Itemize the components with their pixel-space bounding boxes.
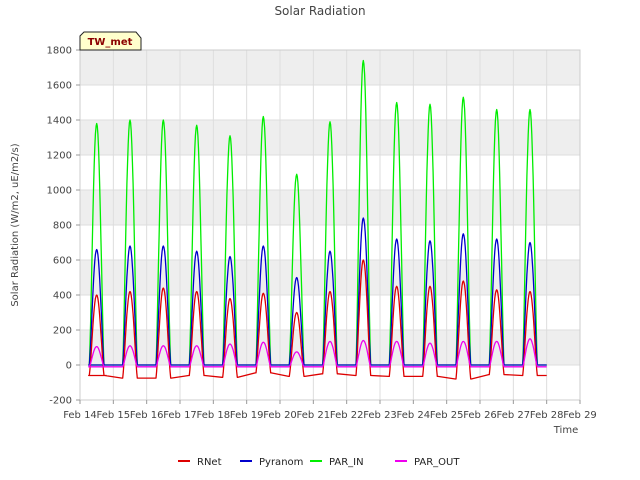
y-tick-label: 200 (53, 326, 72, 337)
x-tick-label: Feb 26 (463, 410, 497, 421)
y-axis-title: Solar Radiation (W/m2, uE/m2/s) (10, 143, 21, 306)
x-tick-label: Feb 29 (563, 410, 597, 421)
series-line-pyranom (88, 217, 547, 366)
x-tick-label: Feb 18 (197, 410, 231, 421)
legend-item-pyranom: Pyranom (240, 457, 303, 468)
series-layer (88, 59, 547, 380)
x-tick-label: Feb 25 (430, 410, 464, 421)
x-tick-label: Feb 17 (163, 410, 197, 421)
y-tick-label: -200 (49, 396, 72, 407)
series-line-par-out (88, 338, 547, 368)
station-badge: TW_met (79, 31, 142, 51)
plot-background-bands (80, 50, 580, 365)
y-tick-label: 1400 (47, 116, 72, 127)
x-tick-label: Feb 16 (130, 410, 164, 421)
y-tick-label: 600 (53, 256, 72, 267)
grid-band (80, 260, 580, 295)
y-tick-label: 1800 (47, 46, 72, 57)
y-tick-label: 800 (53, 221, 72, 232)
legend-item-par-out: PAR_OUT (395, 457, 460, 468)
x-tick-label: Feb 20 (263, 410, 297, 421)
grid-band (80, 50, 580, 85)
legend-item-par-in: PAR_IN (310, 457, 364, 468)
x-tick-label: Feb 27 (497, 410, 531, 421)
y-tick-label: 1000 (47, 186, 72, 197)
x-axis-ticks: Feb 14 Feb 15 Feb 16 Feb 17 Feb 18 Feb 19 Feb … (63, 400, 597, 421)
legend-label: PAR_IN (329, 457, 364, 468)
x-tick-label: Feb 23 (363, 410, 397, 421)
x-tick-label: Feb 21 (297, 410, 331, 421)
legend-label: Pyranom (259, 457, 303, 468)
grid-band (80, 190, 580, 225)
x-tick-label: Feb 15 (97, 410, 131, 421)
x-tick-label: Feb 28 (530, 410, 564, 421)
y-tick-label: 1200 (47, 151, 72, 162)
x-tick-label: Feb 14 (63, 410, 97, 421)
grid-band (80, 120, 580, 155)
series-line-rnet (88, 259, 547, 380)
station-badge-label: TW_met (88, 37, 133, 48)
x-tick-label: Feb 24 (397, 410, 431, 421)
y-axis-ticks: -200 0 200 400 600 800 1000 1200 1400 1600 1800 (47, 46, 80, 407)
legend: RNet Pyranom PAR_IN PAR_OUT (178, 457, 460, 468)
chart-title: Solar Radiation (274, 4, 365, 18)
grid-band (80, 330, 580, 365)
legend-label: RNet (197, 457, 222, 468)
x-axis-title: Time (553, 425, 578, 436)
x-tick-label: Feb 19 (230, 410, 264, 421)
y-tick-label: 0 (66, 361, 72, 372)
y-tick-label: 1600 (47, 81, 72, 92)
legend-label: PAR_OUT (414, 457, 460, 468)
x-tick-label: Feb 22 (330, 410, 364, 421)
legend-item-rnet: RNet (178, 457, 222, 468)
y-tick-label: 400 (53, 291, 72, 302)
